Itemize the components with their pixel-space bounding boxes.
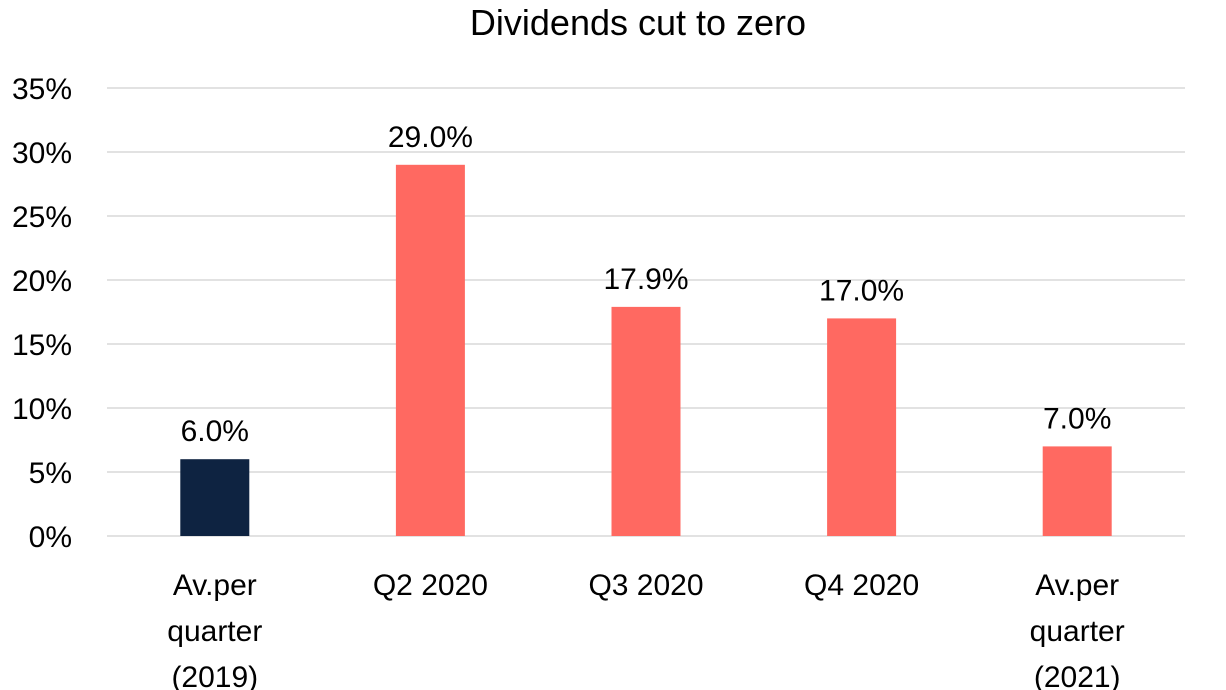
data-label: 29.0%	[388, 121, 473, 154]
bar	[827, 318, 897, 536]
bar	[611, 306, 681, 536]
bar	[395, 164, 465, 537]
y-tick-label: 15%	[12, 329, 72, 362]
y-tick-label: 35%	[12, 73, 72, 106]
x-tick-label: Av.per quarter (2019)	[167, 569, 262, 690]
y-tick-label: 25%	[12, 201, 72, 234]
bar	[180, 459, 250, 536]
x-tick-label: Q4 2020	[804, 569, 919, 602]
bar	[1042, 446, 1112, 536]
data-label: 7.0%	[1043, 402, 1111, 435]
y-tick-label: 10%	[12, 393, 72, 426]
x-tick-label: Q3 2020	[588, 569, 703, 602]
x-tick-label: Av.per quarter (2021)	[1030, 569, 1125, 690]
y-tick-label: 0%	[29, 521, 72, 554]
y-tick-label: 30%	[12, 137, 72, 170]
x-tick-label: Q2 2020	[373, 569, 488, 602]
chart-title: Dividends cut to zero	[469, 2, 807, 43]
y-tick-label: 5%	[29, 457, 72, 490]
data-label: 6.0%	[181, 415, 249, 448]
data-label: 17.9%	[603, 263, 688, 296]
y-tick-label: 20%	[12, 265, 72, 298]
data-label: 17.0%	[819, 274, 904, 307]
